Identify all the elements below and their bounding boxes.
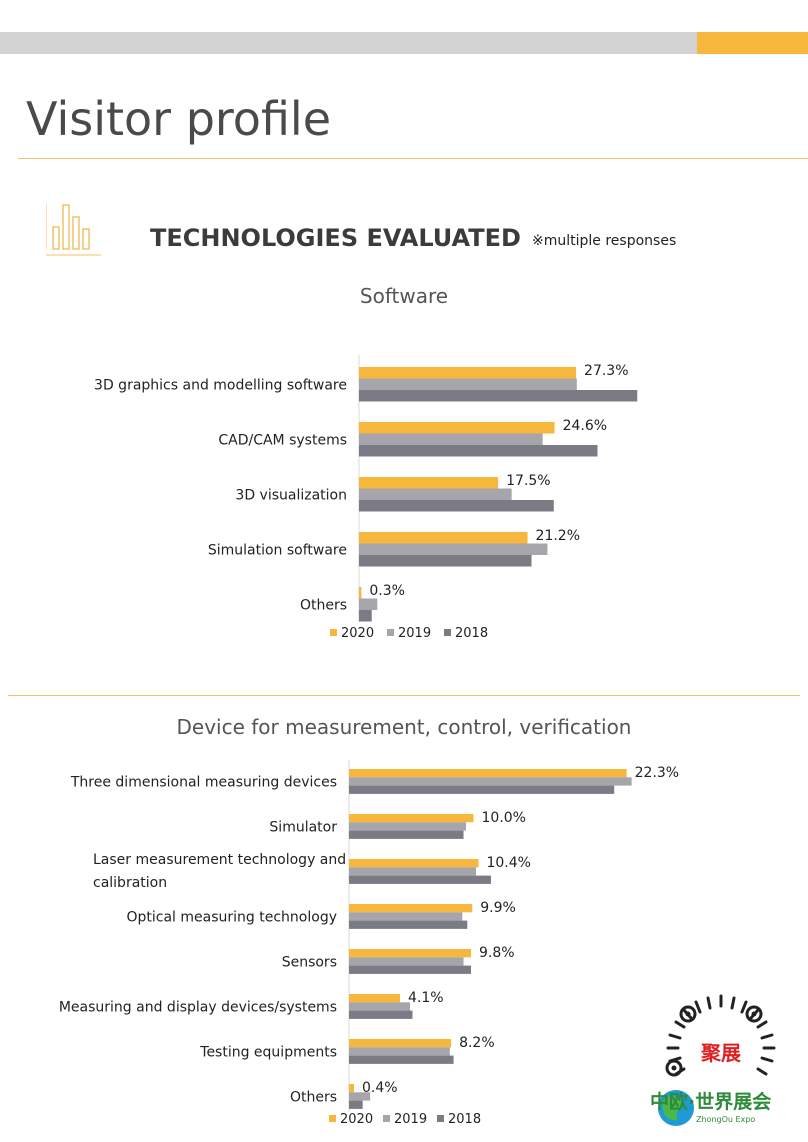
bar-2019: [349, 957, 464, 966]
value-label: 9.9%: [480, 900, 516, 916]
bar-2019: [349, 1092, 371, 1101]
legend-swatch-2020: [329, 1115, 336, 1122]
legend-swatch-2018: [437, 1115, 444, 1122]
title-divider: [18, 158, 808, 159]
bar-2018: [349, 1055, 454, 1064]
bar-2020: [359, 587, 362, 599]
bar-2018: [349, 1100, 363, 1109]
category-label: calibration: [93, 875, 167, 891]
category-label: Others: [300, 597, 347, 613]
bar-2019: [349, 777, 632, 786]
value-label: 0.3%: [369, 583, 405, 599]
page-title: Visitor profile: [26, 92, 331, 146]
value-label: 10.0%: [482, 810, 526, 826]
category-label: Three dimensional measuring devices: [70, 774, 337, 790]
category-label: 3D graphics and modelling software: [94, 377, 347, 393]
value-label: 22.3%: [635, 765, 679, 781]
software-chart: 3D graphics and modelling software 27.3% C…: [94, 355, 638, 641]
bar-2018: [349, 920, 468, 929]
bar-2018: [349, 1010, 413, 1019]
bar-2019: [359, 598, 378, 610]
legend-label: 2018: [448, 1112, 481, 1127]
value-label: 27.3%: [584, 363, 628, 379]
top-banner-accent: [697, 32, 808, 54]
value-label: 17.5%: [506, 473, 550, 489]
bar-2018: [359, 445, 598, 457]
bar-2020: [349, 859, 479, 868]
category-label: Testing equipments: [199, 1044, 337, 1060]
bar-2020: [349, 1084, 354, 1093]
category-label: Simulator: [269, 819, 337, 835]
legend-label: 2018: [455, 626, 488, 641]
bar-chart-icon: [46, 204, 101, 256]
bar-2018: [359, 610, 372, 622]
zhongou-expo-logo: 聚展 中欧·世界展会 ZhongOu Expo: [650, 994, 776, 1126]
top-banner-bar: [0, 32, 808, 54]
bar-2020: [349, 994, 401, 1003]
bar-2020: [359, 367, 577, 379]
qr-code-icon: 聚展: [665, 994, 776, 1077]
bar-2020: [359, 477, 499, 489]
value-label: 21.2%: [536, 528, 580, 544]
bar-2020: [349, 814, 474, 823]
value-label: 24.6%: [563, 418, 607, 434]
bar-2019: [349, 867, 476, 876]
bar-2018: [349, 965, 472, 974]
bar-2019: [349, 822, 467, 831]
bar-2018: [359, 555, 532, 567]
svg-text:聚展: 聚展: [700, 1041, 741, 1065]
logo-brand-cn: 中欧·世界展会: [650, 1090, 771, 1113]
bar-2020: [359, 422, 555, 434]
category-label: Optical measuring technology: [127, 909, 338, 925]
legend-swatch-2018: [444, 629, 451, 636]
bar-2020: [359, 532, 528, 544]
legend-swatch-2020: [330, 629, 337, 636]
category-label: Laser measurement technology and: [93, 852, 346, 868]
bar-2019: [359, 488, 512, 500]
section-divider: [8, 695, 800, 696]
category-label: Simulation software: [208, 542, 347, 558]
category-label: Sensors: [282, 954, 337, 970]
value-label: 9.8%: [479, 945, 515, 961]
bar-2019: [349, 1047, 450, 1056]
category-label: Measuring and display devices/systems: [59, 999, 337, 1015]
bar-2018: [359, 390, 638, 402]
category-label: 3D visualization: [235, 487, 347, 503]
bar-2018: [359, 500, 554, 512]
legend-label: 2019: [394, 1112, 427, 1127]
bar-2019: [359, 543, 548, 555]
legend-swatch-2019: [387, 629, 394, 636]
value-label: 10.4%: [486, 855, 530, 871]
section-note: ※multiple responses: [532, 233, 677, 249]
category-label: CAD/CAM systems: [218, 432, 347, 448]
bar-2018: [349, 830, 464, 839]
device-chart-title: Device for measurement, control, verific…: [176, 715, 632, 739]
logo-brand-en: ZhongOu Expo: [696, 1115, 755, 1124]
bar-2018: [349, 785, 615, 794]
bar-2019: [349, 1002, 411, 1011]
bar-2019: [359, 433, 543, 445]
software-chart-title: Software: [359, 284, 449, 308]
bar-2018: [349, 875, 491, 884]
legend-label: 2020: [340, 1112, 373, 1127]
legend-label: 2020: [341, 626, 374, 641]
bar-2019: [349, 912, 463, 921]
value-label: 8.2%: [459, 1035, 495, 1051]
bar-2020: [349, 769, 627, 778]
globe-icon: [658, 1090, 694, 1126]
section-title: TECHNOLOGIES EVALUATED: [150, 224, 521, 252]
legend-swatch-2019: [383, 1115, 390, 1122]
bar-2019: [359, 378, 577, 390]
value-label: 4.1%: [408, 990, 444, 1006]
bar-2020: [349, 949, 472, 958]
legend-label: 2019: [398, 626, 431, 641]
bar-2020: [349, 1039, 452, 1048]
category-label: Others: [290, 1089, 337, 1105]
bar-2020: [349, 904, 473, 913]
value-label: 0.4%: [362, 1080, 398, 1096]
